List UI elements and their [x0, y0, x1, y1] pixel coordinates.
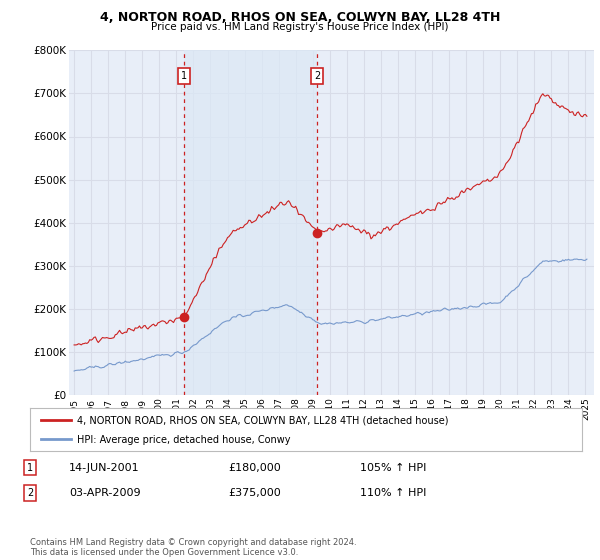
Text: Price paid vs. HM Land Registry's House Price Index (HPI): Price paid vs. HM Land Registry's House …: [151, 22, 449, 32]
Text: 2: 2: [27, 488, 33, 498]
Text: 4, NORTON ROAD, RHOS ON SEA, COLWYN BAY, LL28 4TH: 4, NORTON ROAD, RHOS ON SEA, COLWYN BAY,…: [100, 11, 500, 24]
Text: 2: 2: [314, 71, 320, 81]
Text: 4, NORTON ROAD, RHOS ON SEA, COLWYN BAY, LL28 4TH (detached house): 4, NORTON ROAD, RHOS ON SEA, COLWYN BAY,…: [77, 415, 448, 425]
Text: 03-APR-2009: 03-APR-2009: [69, 488, 140, 498]
Text: 105% ↑ HPI: 105% ↑ HPI: [360, 463, 427, 473]
Text: £180,000: £180,000: [228, 463, 281, 473]
Text: 110% ↑ HPI: 110% ↑ HPI: [360, 488, 427, 498]
Text: 1: 1: [181, 71, 187, 81]
Bar: [184, 50, 317, 395]
Text: 14-JUN-2001: 14-JUN-2001: [69, 463, 140, 473]
Text: Contains HM Land Registry data © Crown copyright and database right 2024.
This d: Contains HM Land Registry data © Crown c…: [30, 538, 356, 557]
Text: HPI: Average price, detached house, Conwy: HPI: Average price, detached house, Conw…: [77, 435, 290, 445]
Text: 1: 1: [27, 463, 33, 473]
Text: £375,000: £375,000: [228, 488, 281, 498]
